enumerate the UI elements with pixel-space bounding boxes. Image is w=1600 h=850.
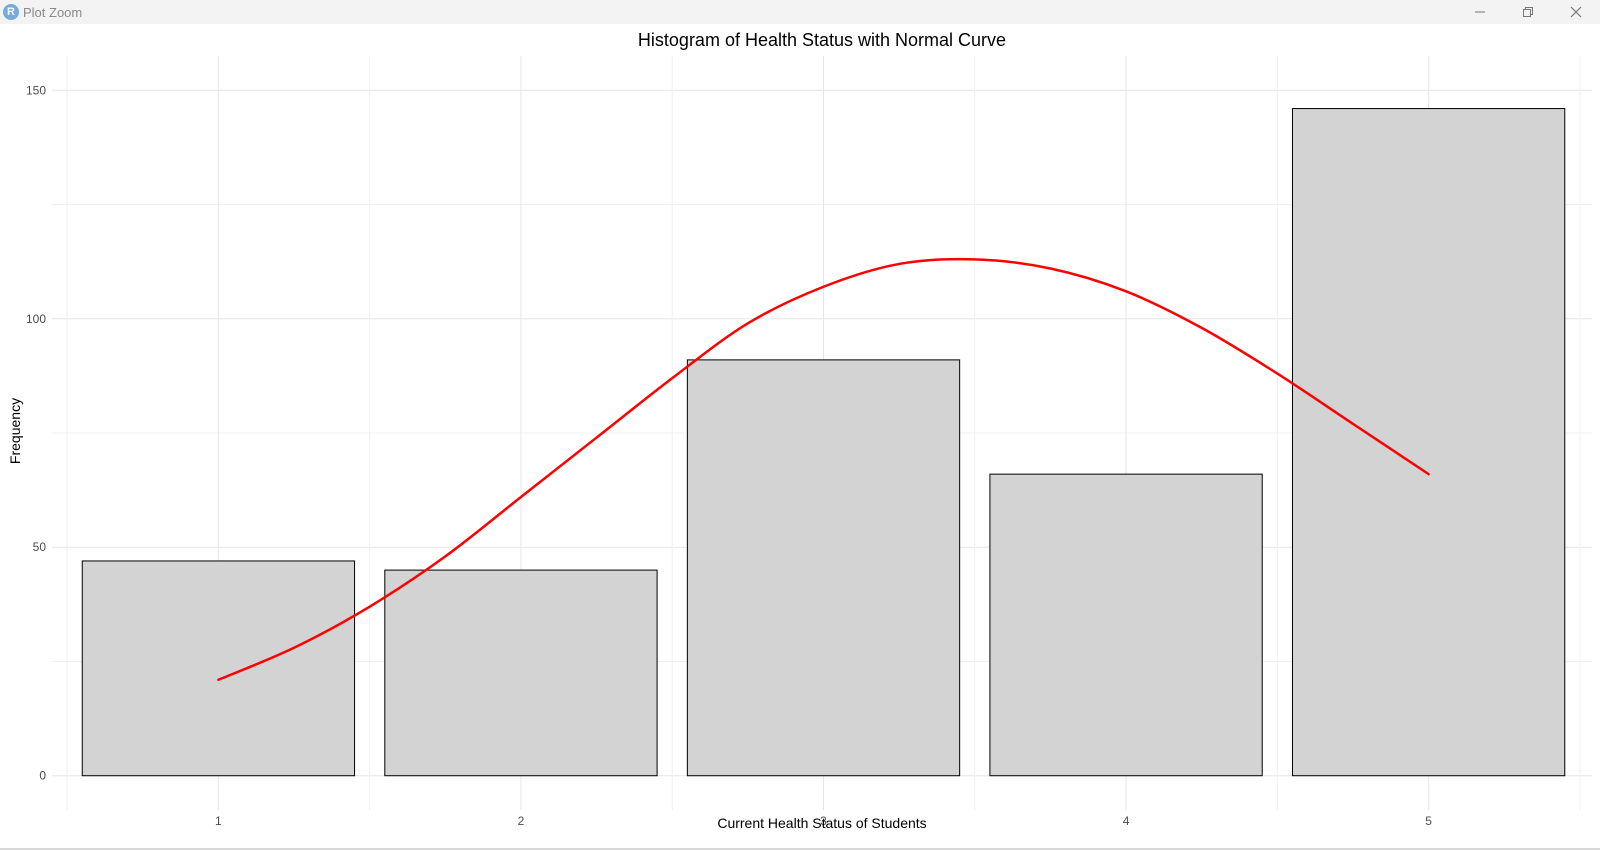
histogram-bar-5 (1291, 108, 1566, 777)
restore-button[interactable] (1504, 0, 1552, 24)
y-tick-label: 50 (33, 540, 47, 554)
x-tick-label: 1 (215, 814, 222, 828)
histogram-bar-2 (384, 569, 658, 777)
y-tick-label: 100 (26, 312, 46, 326)
histogram-bar-4 (989, 473, 1263, 777)
x-tick-label: 5 (1425, 814, 1432, 828)
close-icon (1570, 6, 1582, 18)
chart-title: Histogram of Health Status with Normal C… (638, 30, 1006, 50)
y-axis-label: Frequency (7, 398, 23, 464)
x-tick-label: 2 (518, 814, 525, 828)
r-app-icon: R (3, 4, 19, 20)
normal-curve-line (217, 257, 1430, 682)
bars (81, 108, 1566, 777)
x-tick-label: 4 (1123, 814, 1130, 828)
minimize-icon (1475, 11, 1485, 13)
histogram-chart: 0 50 100 150 1 2 3 4 5 Histogram of Health Statu… (7, 30, 1592, 831)
window-bottom-border (0, 848, 1600, 850)
normal-curve (217, 257, 1430, 682)
y-tick-label: 0 (39, 769, 46, 783)
tick-labels: 0 50 100 150 1 2 3 4 5 (26, 83, 1432, 828)
histogram-bar-1 (81, 560, 356, 777)
histogram-bar-3 (686, 359, 961, 777)
x-axis-label: Current Health Status of Students (717, 815, 926, 831)
window-controls (1456, 0, 1600, 24)
window-title: Plot Zoom (23, 4, 83, 20)
window-titlebar: R Plot Zoom (0, 0, 1600, 24)
close-button[interactable] (1552, 0, 1600, 24)
y-tick-label: 150 (26, 83, 46, 97)
restore-icon (1523, 7, 1533, 17)
minimize-button[interactable] (1456, 0, 1504, 24)
x-tick-label: 3 (820, 814, 827, 828)
